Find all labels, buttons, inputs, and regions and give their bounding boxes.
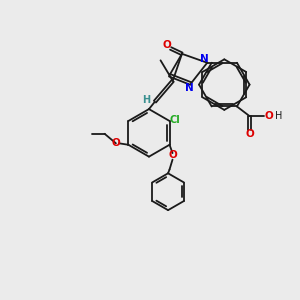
Text: O: O bbox=[168, 151, 177, 160]
Text: H: H bbox=[275, 111, 282, 121]
Text: N: N bbox=[200, 54, 208, 64]
Text: Cl: Cl bbox=[169, 115, 180, 124]
Text: N: N bbox=[185, 83, 194, 93]
Text: O: O bbox=[112, 138, 120, 148]
Text: O: O bbox=[162, 40, 171, 50]
Text: O: O bbox=[245, 129, 254, 140]
Text: H: H bbox=[142, 95, 151, 105]
Text: O: O bbox=[264, 111, 273, 121]
